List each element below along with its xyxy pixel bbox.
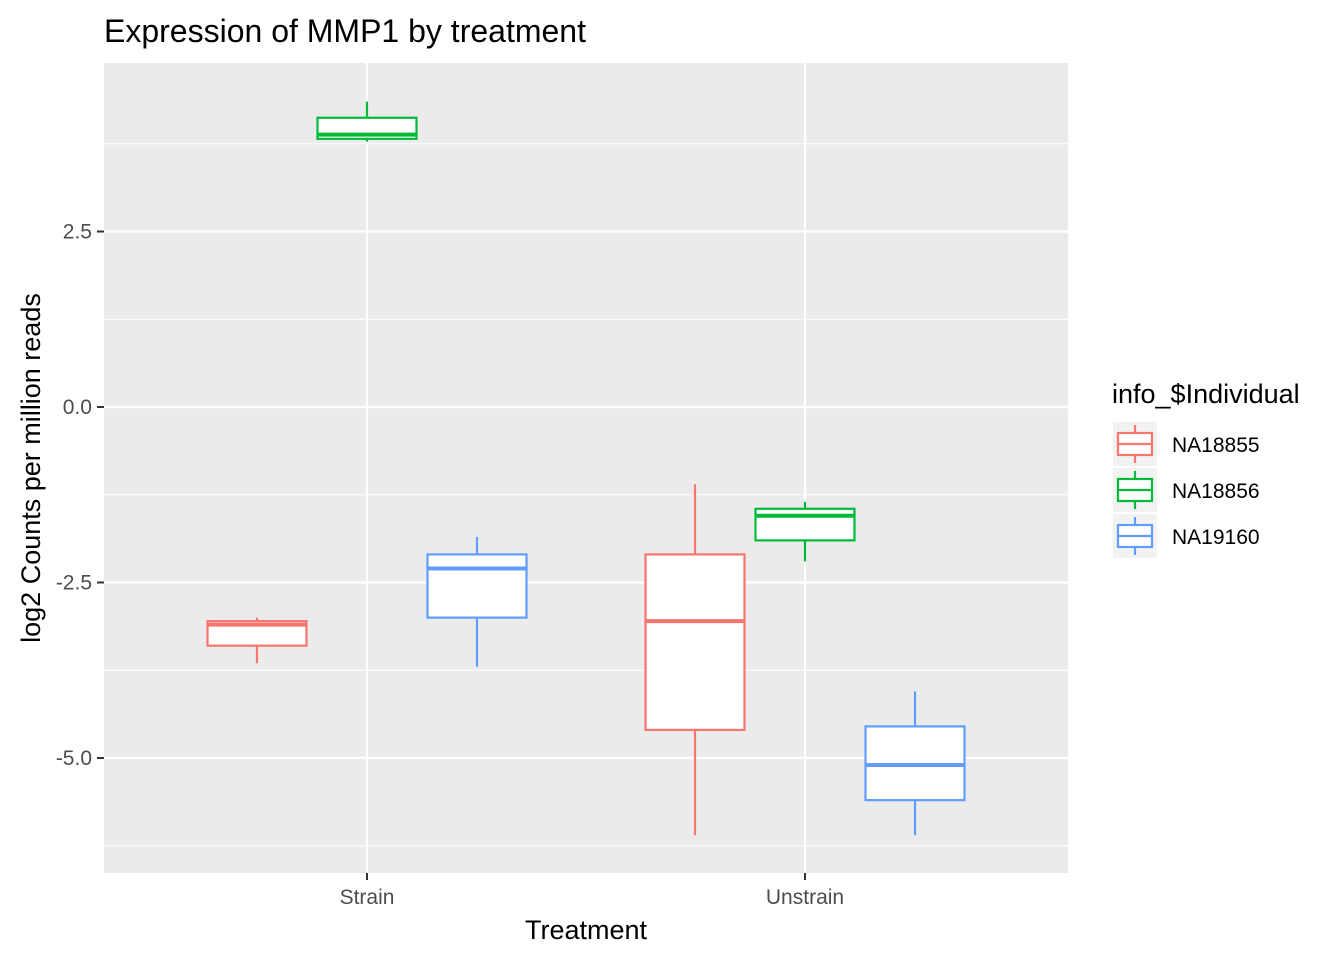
- x-tick-label: Strain: [340, 886, 395, 909]
- boxes: [206, 101, 966, 836]
- legend-label: NA18855: [1172, 434, 1260, 457]
- box-body: [426, 553, 528, 619]
- box-NA19160-Strain: [426, 536, 528, 667]
- box-body: [754, 507, 856, 542]
- box-NA19160-Unstrain: [864, 691, 966, 836]
- box-NA18855-Unstrain: [644, 484, 746, 836]
- box-NA18856-Strain: [316, 101, 418, 142]
- y-tick-label: -2.5: [56, 572, 92, 595]
- chart-title: Expression of MMP1 by treatment: [104, 13, 586, 49]
- grid-major: [104, 63, 1068, 873]
- y-tick-label: 0.0: [63, 396, 92, 419]
- legend-label: NA18856: [1172, 480, 1260, 503]
- box-NA18856-Unstrain: [754, 501, 856, 562]
- x-tick-label: Unstrain: [766, 886, 844, 909]
- legend-title: info_$Individual: [1112, 379, 1300, 409]
- y-tick-label: -5.0: [56, 747, 92, 770]
- grid-minor: [104, 143, 1068, 847]
- y-tick-label: 2.5: [63, 221, 92, 244]
- legend-item-NA18856: NA18856: [1113, 468, 1260, 512]
- legend-label: NA19160: [1172, 526, 1260, 549]
- x-axis: Strain Unstrain: [340, 873, 844, 909]
- legend-item-NA18855: NA18855: [1113, 422, 1260, 466]
- legend-item-NA19160: NA19160: [1113, 514, 1260, 558]
- y-axis: 2.5 0.0 -2.5 -5.0: [56, 221, 104, 770]
- legend: info_$Individual NA18855 NA18856 NA19160: [1112, 379, 1300, 558]
- box-NA18855-Strain: [206, 617, 308, 664]
- x-axis-title: Treatment: [525, 915, 648, 945]
- box-body: [644, 553, 746, 732]
- y-axis-title: log2 Counts per million reads: [16, 293, 46, 643]
